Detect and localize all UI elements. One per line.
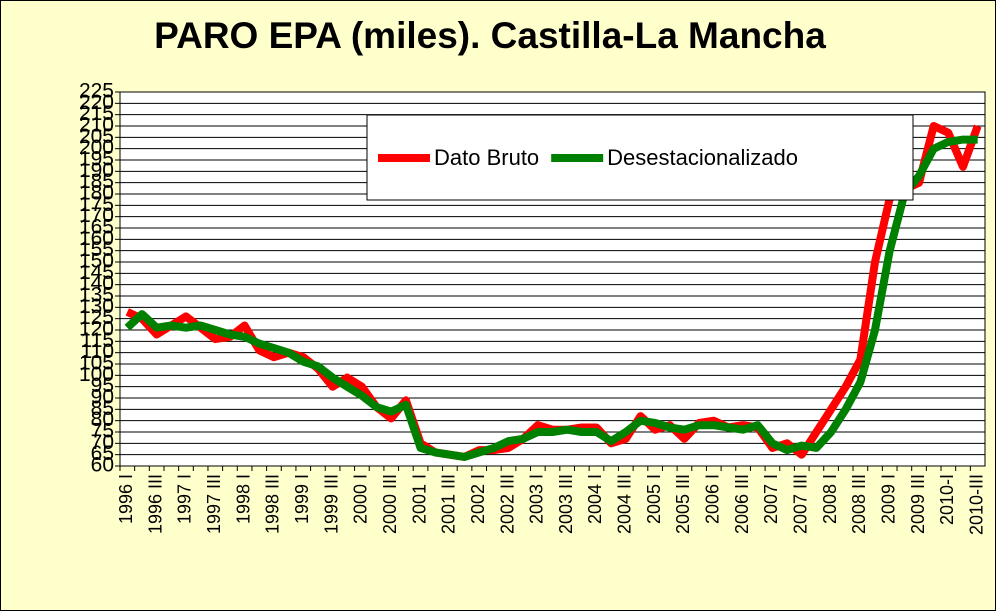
y-tick-label: 125 xyxy=(79,306,114,329)
y-tick-label: 60 xyxy=(91,454,114,477)
y-tick-label: 140 xyxy=(79,272,114,295)
x-tick-label: 2004 I xyxy=(585,474,605,524)
y-tick-label: 80 xyxy=(91,408,114,431)
x-tick-label: 2002 I xyxy=(468,474,488,524)
legend-label: Desestacionalizado xyxy=(607,145,798,170)
y-tick-label: 195 xyxy=(79,148,114,171)
y-tick-label: 75 xyxy=(91,420,114,443)
x-tick-label: 2008 I xyxy=(820,474,840,524)
y-tick-label: 220 xyxy=(79,91,114,114)
x-tick-label: 2007 III xyxy=(790,474,810,534)
y-tick-label: 200 xyxy=(79,136,114,159)
y-tick-label: 130 xyxy=(79,295,114,318)
x-tick-label: 2000 III xyxy=(380,474,400,534)
y-tick-label: 65 xyxy=(91,442,114,465)
y-tick-label: 155 xyxy=(79,238,114,261)
y-tick-label: 95 xyxy=(91,374,114,397)
x-tick-label: 2005 I xyxy=(644,474,664,524)
x-tick-label: 1999 III xyxy=(321,474,341,534)
y-tick-label: 185 xyxy=(79,170,114,193)
y-tick-label: 175 xyxy=(79,193,114,216)
x-tick-label: 2005 III xyxy=(673,474,693,534)
x-tick-label: 2007 I xyxy=(761,474,781,524)
x-tick-label: 1996 III xyxy=(145,474,165,534)
x-tick-label: 1996 I xyxy=(116,474,136,524)
y-tick-label: 180 xyxy=(79,182,114,205)
y-tick-label: 145 xyxy=(79,261,114,284)
y-tick-label: 90 xyxy=(91,386,114,409)
x-tick-label: 2010-III xyxy=(966,474,986,535)
legend-box xyxy=(366,114,914,201)
x-tick-label: 2010-I xyxy=(937,474,957,525)
y-tick-label: 110 xyxy=(81,340,114,363)
y-tick-label: 115 xyxy=(81,329,114,352)
y-tick-label: 85 xyxy=(91,397,114,420)
y-tick-label: 165 xyxy=(79,216,114,239)
y-tick-label: 105 xyxy=(79,352,114,375)
y-tick-label: 135 xyxy=(79,284,114,307)
chart-title: PARO EPA (miles). Castilla-La Mancha xyxy=(154,15,826,56)
x-tick-label: 2002 III xyxy=(497,474,517,534)
y-tick-label: 100 xyxy=(79,363,114,386)
x-tick-label: 2009 III xyxy=(908,474,928,534)
y-tick-label: 160 xyxy=(79,227,114,250)
x-tick-label: 2000 I xyxy=(351,474,371,524)
x-tick-label: 1999 I xyxy=(292,474,312,524)
x-tick-label: 2006 III xyxy=(732,474,752,534)
x-tick-label: 2008 III xyxy=(849,474,869,534)
y-tick-label: 170 xyxy=(79,204,114,227)
x-tick-label: 1997 I xyxy=(175,474,195,524)
x-tick-label: 2003 I xyxy=(527,474,547,524)
y-tick-label: 120 xyxy=(79,318,114,341)
x-tick-label: 1998 I xyxy=(233,474,253,524)
y-tick-label: 190 xyxy=(79,159,114,182)
x-tick-label: 2001 III xyxy=(439,474,459,534)
x-tick-label: 2006 I xyxy=(703,474,723,524)
x-tick-label: 2009 I xyxy=(878,474,898,524)
y-tick-label: 210 xyxy=(79,114,114,137)
legend-label: Dato Bruto xyxy=(434,145,539,170)
y-tick-label: 225 xyxy=(79,80,114,103)
series-line xyxy=(124,135,978,461)
y-tick-label: 215 xyxy=(79,102,114,125)
x-tick-label: 2003 III xyxy=(556,474,576,534)
y-tick-label: 150 xyxy=(79,250,114,273)
x-tick-label: 2004 III xyxy=(615,474,635,534)
y-tick-label: 70 xyxy=(91,431,114,454)
x-tick-label: 1998 III xyxy=(263,474,283,534)
x-tick-label: 2001 I xyxy=(409,474,429,524)
y-tick-label: 205 xyxy=(79,125,114,148)
x-tick-label: 1997 III xyxy=(204,474,224,534)
